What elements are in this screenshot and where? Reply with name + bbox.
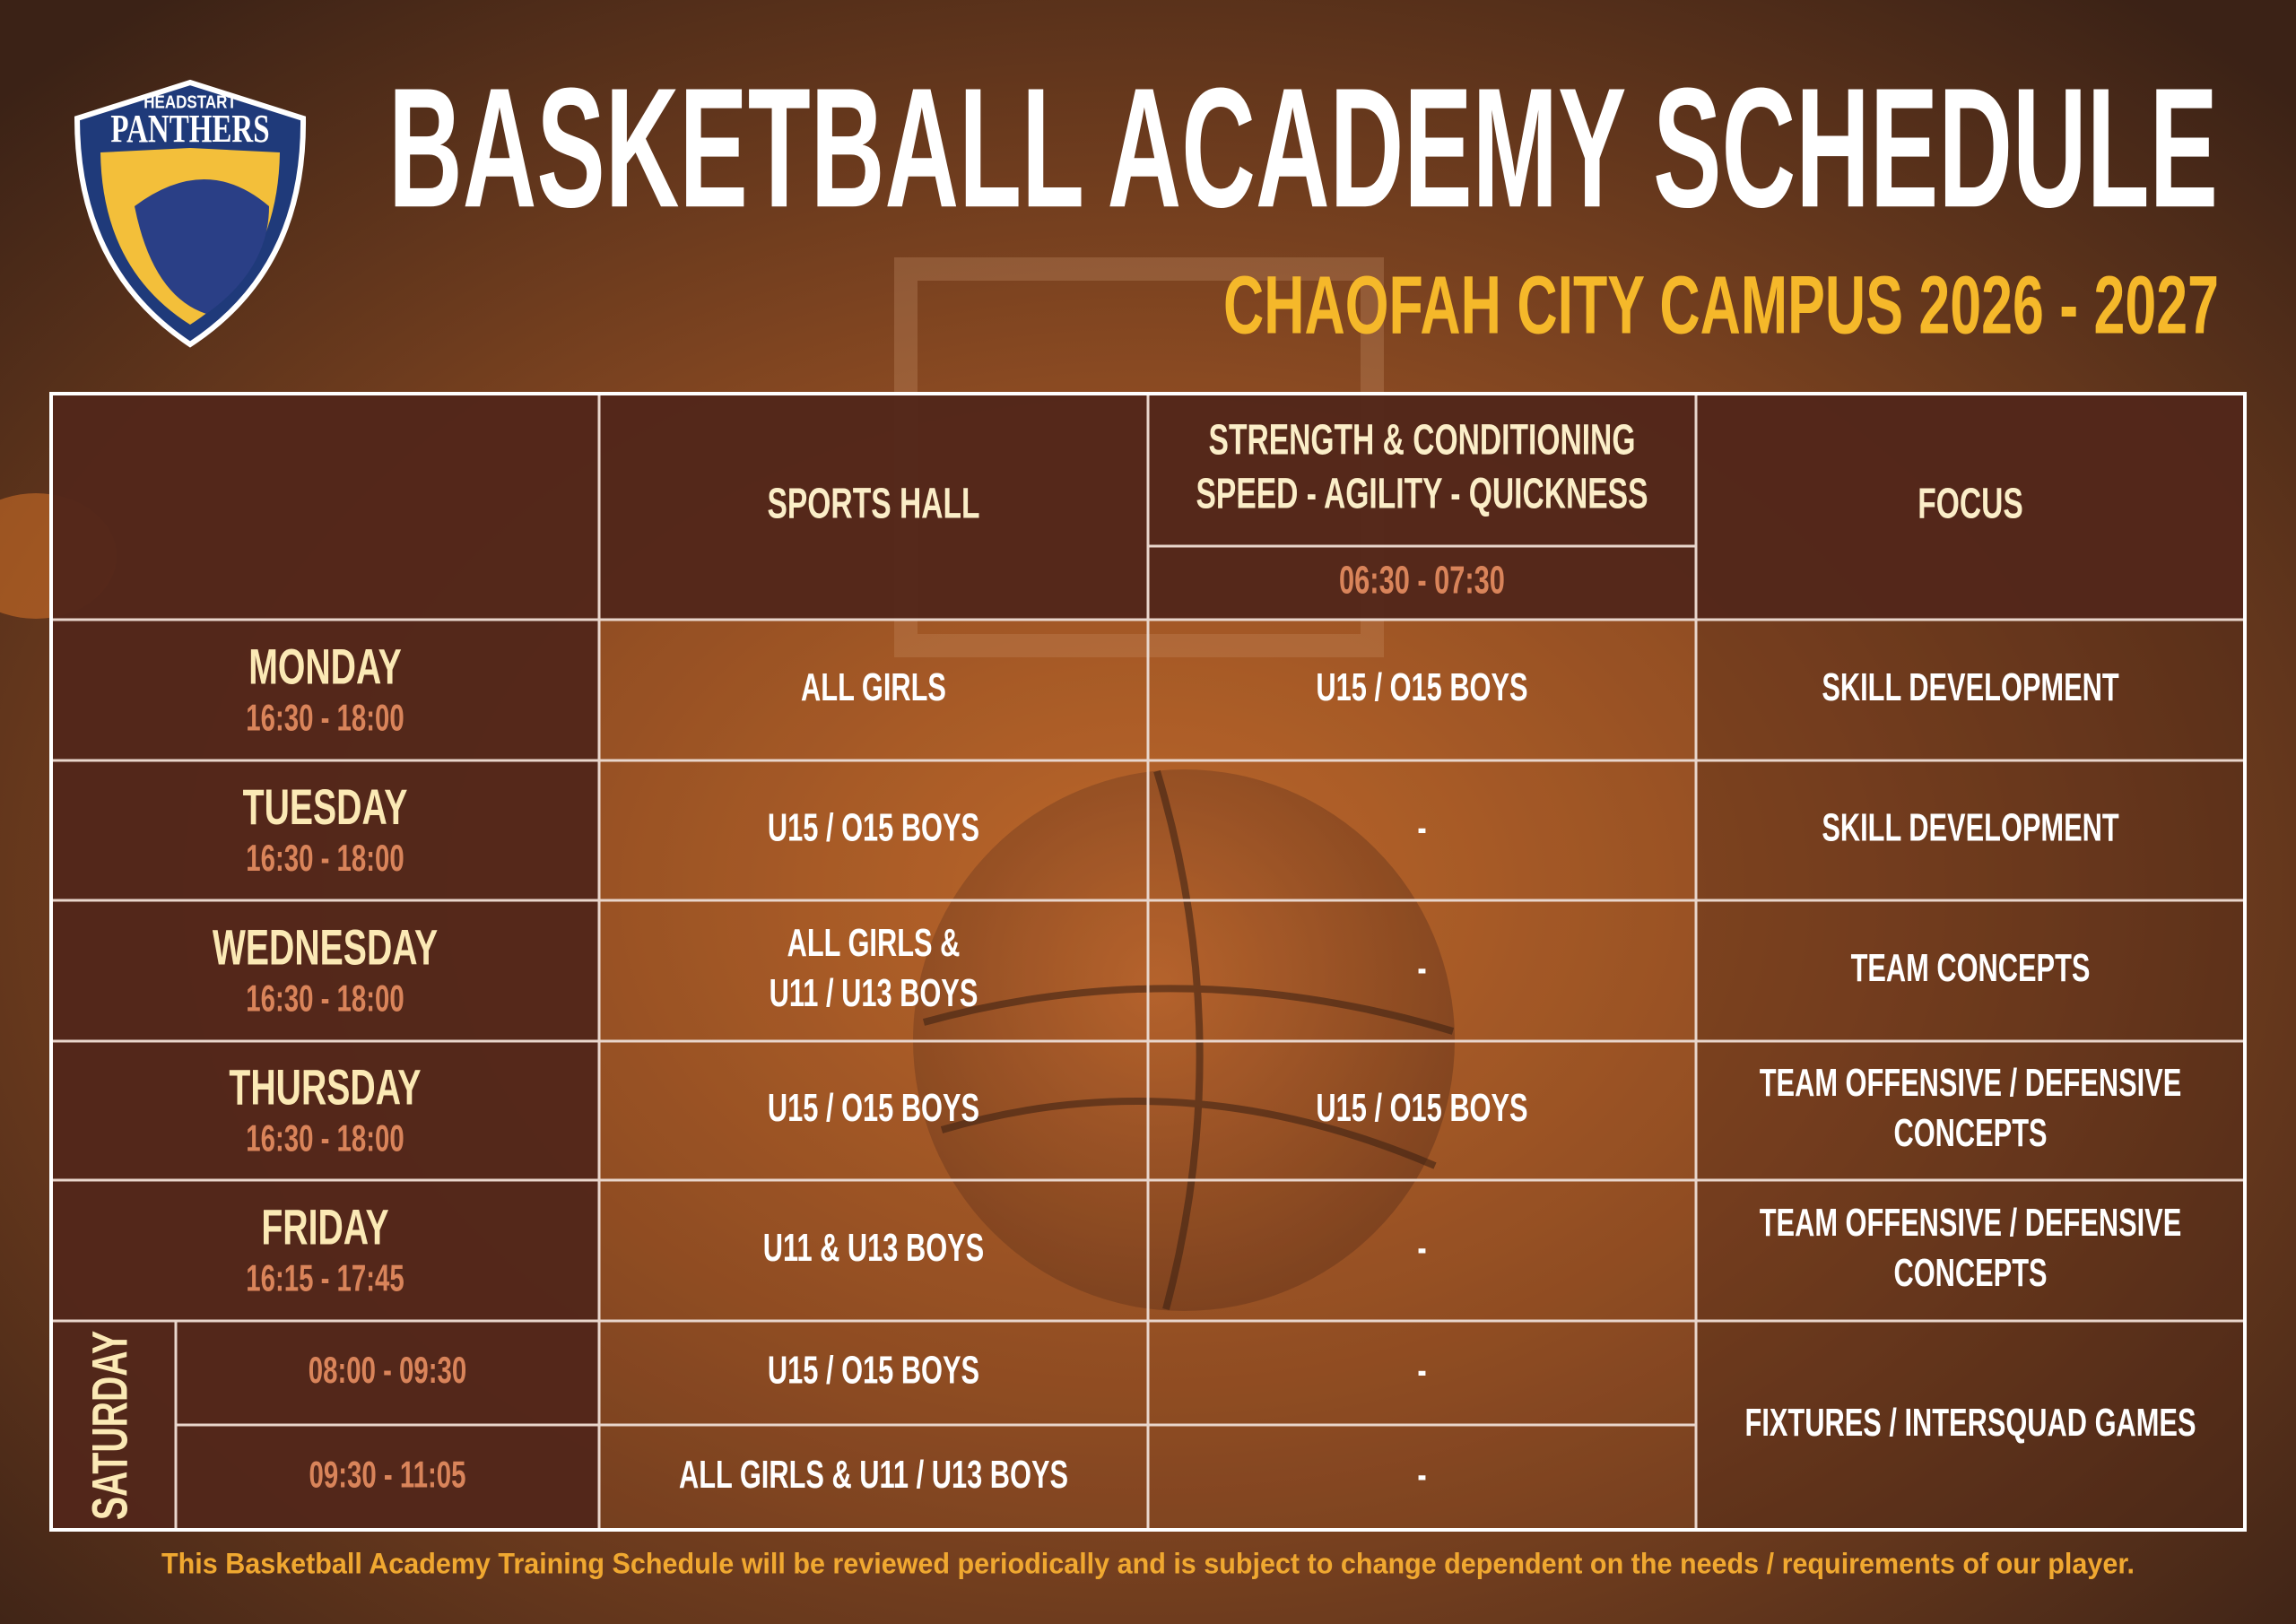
column-header: SPEED - AGILITY - QUICKNESS (1196, 469, 1648, 517)
table-cell (597, 1423, 1150, 1532)
table-cell (49, 1319, 178, 1532)
table-cell (1146, 1178, 1698, 1323)
focus: CONCEPTS (1893, 1112, 2047, 1156)
column-header: FOCUS (1918, 479, 2023, 527)
table-cell (597, 618, 1150, 762)
day-name: MONDAY (248, 638, 402, 695)
column-header: STRENGTH & CONDITIONING (1209, 415, 1636, 464)
sports-hall-group: ALL GIRLS & U11 / U13 BOYS (679, 1454, 1068, 1498)
focus: TEAM OFFENSIVE / DEFENSIVE (1760, 1202, 2182, 1246)
column-time: 06:30 - 07:30 (1339, 559, 1505, 603)
sports-hall-group: ALL GIRLS & (787, 922, 961, 966)
table-cell (597, 1178, 1150, 1323)
sports-hall-group: U15 / O15 BOYS (768, 1349, 979, 1393)
sc-group: - (1417, 1227, 1426, 1271)
column-header: SPORTS HALL (767, 479, 979, 527)
table-cell (1694, 618, 2247, 762)
footer-note: This Basketball Academy Training Schedul… (161, 1547, 2135, 1579)
title: BASKETBALL ACADEMY SCHEDULE (388, 53, 2218, 243)
sports-hall-group: U11 / U13 BOYS (770, 972, 978, 1016)
session-time: 09:30 - 11:05 (309, 1453, 466, 1496)
table-cell (1146, 1423, 1698, 1532)
table-cell (174, 1423, 601, 1532)
table-cell (1146, 618, 1698, 762)
day-name: THURSDAY (229, 1059, 421, 1116)
session-time: 08:00 - 09:30 (309, 1349, 467, 1392)
focus: TEAM OFFENSIVE / DEFENSIVE (1760, 1062, 2182, 1106)
table-cell (1146, 392, 1698, 548)
logo-panther (135, 179, 269, 314)
table-cell (49, 392, 601, 621)
sc-group: U15 / O15 BOYS (1316, 1087, 1527, 1131)
day-time: 16:30 - 18:00 (246, 837, 404, 880)
day-name: WEDNESDAY (213, 919, 438, 976)
table-cell (1146, 899, 1698, 1043)
focus: CONCEPTS (1893, 1252, 2047, 1296)
sc-group: - (1417, 1349, 1426, 1393)
focus: SKILL DEVELOPMENT (1822, 806, 2118, 850)
day-name: SATURDAY (82, 1331, 138, 1520)
sports-hall-group: ALL GIRLS (801, 666, 946, 710)
focus: FIXTURES / INTERSQUAD GAMES (1745, 1402, 2196, 1446)
table-cell (597, 1319, 1150, 1427)
sports-hall-group: U11 & U13 BOYS (763, 1227, 984, 1271)
table-cell (1146, 1039, 1698, 1182)
table-cell (49, 1178, 601, 1323)
day-time: 16:15 - 17:45 (246, 1256, 404, 1299)
day-time: 16:30 - 18:00 (246, 977, 404, 1020)
table-border (49, 392, 2247, 1532)
logo (74, 79, 307, 348)
focus: TEAM CONCEPTS (1851, 947, 2091, 991)
table-cell (1694, 1319, 2247, 1532)
day-time: 16:30 - 18:00 (246, 696, 404, 739)
table-cell (597, 759, 1150, 902)
day-time: 16:30 - 18:00 (246, 1116, 404, 1159)
day-name: FRIDAY (261, 1199, 388, 1255)
sc-group: - (1417, 1454, 1426, 1498)
logo-name: PANTHERS (110, 108, 269, 152)
table-cell (1146, 759, 1698, 902)
sports-hall-group: U15 / O15 BOYS (768, 806, 979, 850)
table-cell (1146, 1319, 1698, 1427)
table-cell (1694, 1039, 2247, 1182)
logo-top: HEADSTART (144, 91, 237, 112)
sc-group: U15 / O15 BOYS (1316, 666, 1527, 710)
sc-group: - (1417, 947, 1426, 991)
table-cell (1694, 1178, 2247, 1323)
subtitle: CHAOFAH CITY CAMPUS 2026 - 2027 (1223, 259, 2219, 351)
focus: SKILL DEVELOPMENT (1822, 666, 2118, 710)
day-name: TUESDAY (243, 779, 408, 836)
sports-hall-group: U15 / O15 BOYS (768, 1087, 979, 1131)
table-cell (597, 1039, 1150, 1182)
sc-group: - (1417, 806, 1426, 850)
table-cell (597, 899, 1150, 1043)
table-cell (1694, 392, 2247, 621)
table-cell (174, 1319, 601, 1427)
